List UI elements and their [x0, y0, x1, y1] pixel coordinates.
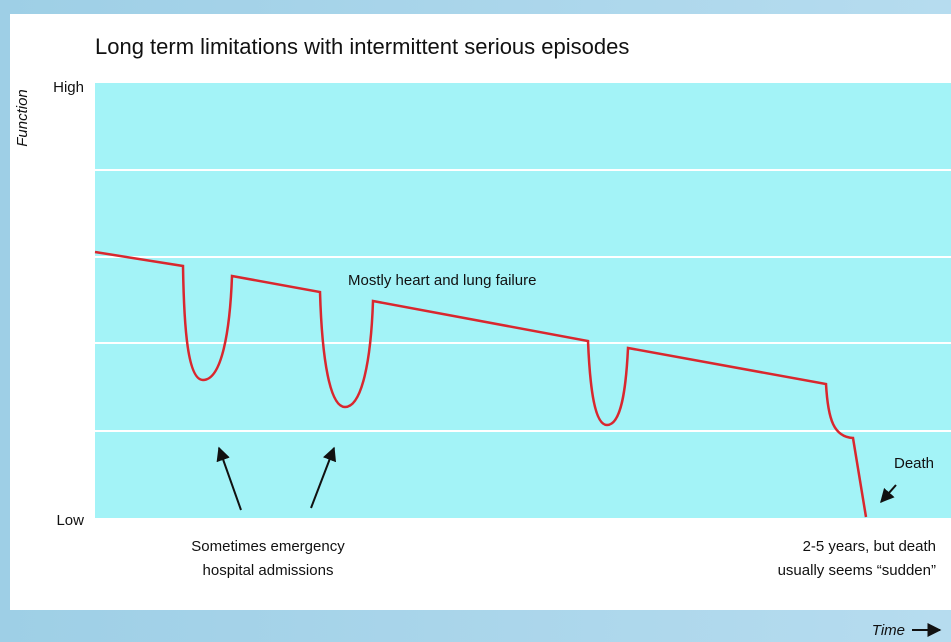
trajectory-curve [94, 250, 868, 518]
y-axis-label: Function [14, 89, 31, 147]
x-axis-label: Time [872, 622, 905, 639]
arrow [880, 484, 897, 504]
arrow [310, 446, 337, 509]
death-annotation: Death [894, 455, 934, 472]
bands [95, 169, 951, 432]
admissions-annotation: Sometimes emergency [191, 538, 345, 555]
arrow [216, 446, 242, 511]
title: Long term limitations with intermittent … [95, 34, 629, 59]
low-label: Low [56, 512, 84, 529]
plot-area [95, 83, 951, 518]
high-label: High [53, 79, 84, 96]
duration-annotation: usually seems “sudden” [778, 562, 936, 579]
admissions-annotation: hospital admissions [203, 562, 334, 579]
duration-annotation: 2-5 years, but death [803, 538, 936, 555]
cause-annotation: Mostly heart and lung failure [348, 272, 536, 289]
